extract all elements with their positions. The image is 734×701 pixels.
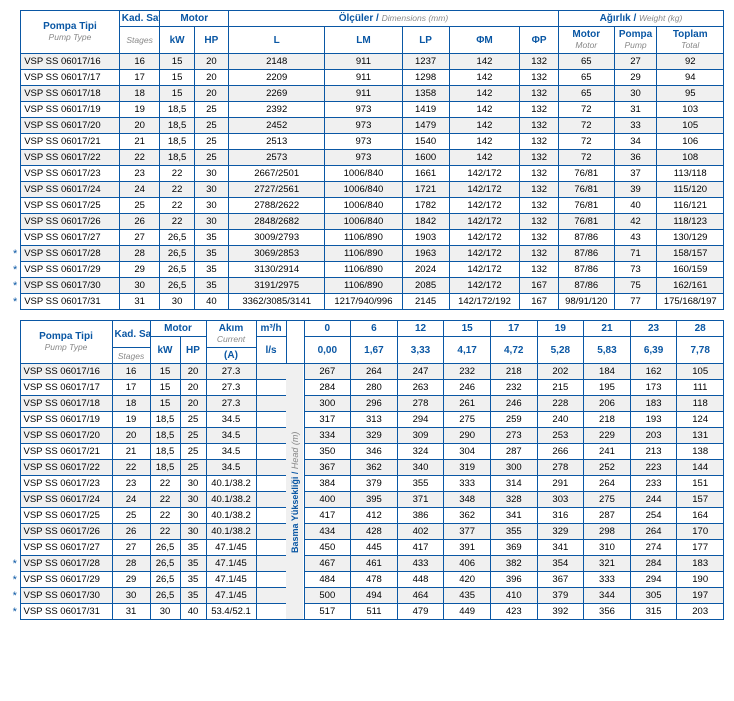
table-row: VSP SS 06017/222218,525 2573973160014213… [10, 150, 724, 166]
table-row: * VSP SS 06017/282826,53547.1/4546746143… [10, 556, 724, 572]
table-row: VSP SS 06017/25252230 2788/26221006/8401… [10, 198, 724, 214]
table-row: VSP SS 06017/2626223040.1/38.24344284023… [10, 524, 724, 540]
table-row: * VSP SS 06017/303026,535 3191/29751106/… [10, 278, 724, 294]
table-row: VSP SS 06017/1717152027.3284280263246232… [10, 380, 724, 396]
table-row: VSP SS 06017/272726,53547.1/454504454173… [10, 540, 724, 556]
table-row: * VSP SS 06017/303026,53547.1/4550049446… [10, 588, 724, 604]
h-pump: Pompa TipiPump Type [21, 11, 120, 54]
dimensions-table: Pompa TipiPump Type Kad. Sayısı Motor Öl… [10, 10, 724, 310]
performance-table: Pompa TipiPump Type Kad. Sayısı Motor Ak… [10, 320, 724, 620]
table-row: VSP SS 06017/18181520 22699111358142132 … [10, 86, 724, 102]
table-row: VSP SS 06017/202018,52534.53343293092902… [10, 428, 724, 444]
h-stages: Kad. Sayısı [119, 11, 160, 27]
table-row: * VSP SS 06017/31313040 3362/3085/314112… [10, 294, 724, 310]
table-row: VSP SS 06017/24242230 2727/25611006/8401… [10, 182, 724, 198]
table-row: * VSP SS 06017/3131304053.4/52.151751147… [10, 604, 724, 620]
table-row: VSP SS 06017/191918,52534.53173132942752… [10, 412, 724, 428]
table-row: VSP SS 06017/2525223040.1/38.24174123863… [10, 508, 724, 524]
table-row: * VSP SS 06017/282826,535 3069/28531106/… [10, 246, 724, 262]
table-row: VSP SS 06017/272726,535 3009/27931106/89… [10, 230, 724, 246]
table-row: VSP SS 06017/26262230 2848/26821006/8401… [10, 214, 724, 230]
table-row: VSP SS 06017/2424223040.1/38.24003953713… [10, 492, 724, 508]
table-row: VSP SS 06017/202018,525 2452973147914213… [10, 118, 724, 134]
table-row: VSP SS 06017/222218,52534.53673623403193… [10, 460, 724, 476]
table-row: * VSP SS 06017/292926,535 3130/29141106/… [10, 262, 724, 278]
h-motor: Motor [160, 11, 229, 27]
h-pump: Pompa TipiPump Type [20, 321, 112, 364]
table-row: VSP SS 06017/23232230 2667/25011006/8401… [10, 166, 724, 182]
h-dims: Ölçüler / Dimensions (mm) [228, 11, 558, 27]
table-row: VSP SS 06017/2323223040.1/38.23843793553… [10, 476, 724, 492]
table-row: VSP SS 06017/17171520 22099111298142132 … [10, 70, 724, 86]
table-row: VSP SS 06017/212118,525 2513973154014213… [10, 134, 724, 150]
head-label: Basma Yüksekliği / Head (m) [286, 364, 304, 620]
table-row: VSP SS 06017/16161520 21489111237142132 … [10, 54, 724, 70]
table-row: VSP SS 06017/191918,525 2392973141914213… [10, 102, 724, 118]
h-weight: Ağırlık / Weight (kg) [558, 11, 723, 27]
table-row: VSP SS 06017/1616152027.3Basma Yüksekliğ… [10, 364, 724, 380]
table-row: VSP SS 06017/1818152027.3300296278261246… [10, 396, 724, 412]
table-row: VSP SS 06017/212118,52534.53503463243042… [10, 444, 724, 460]
table-row: * VSP SS 06017/292926,53547.1/4548447844… [10, 572, 724, 588]
